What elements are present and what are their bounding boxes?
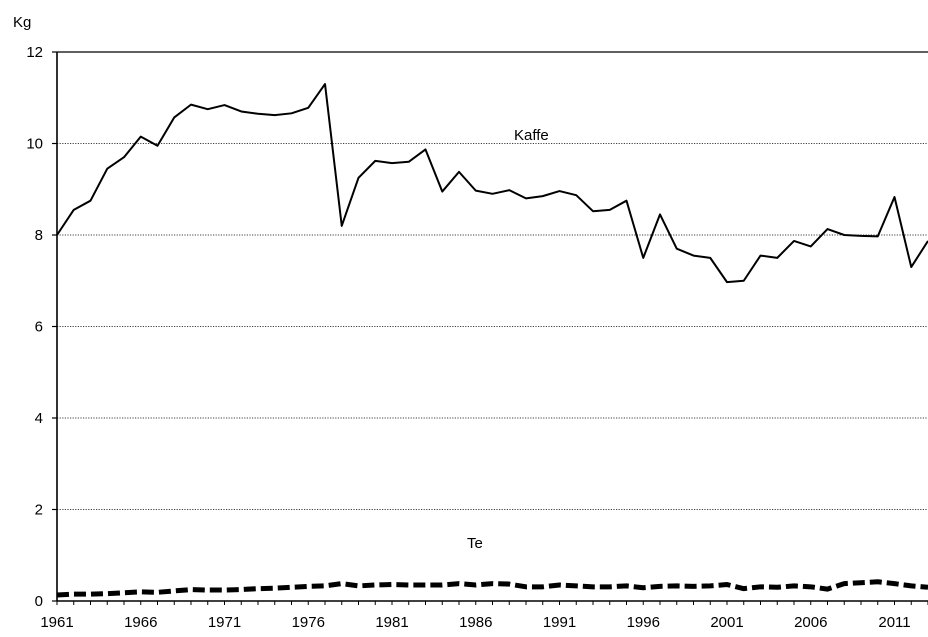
x-tick-label-1996: 1996 xyxy=(627,614,660,631)
y-tick-label-12: 12 xyxy=(26,44,43,61)
x-tick-label-2011: 2011 xyxy=(878,614,910,631)
x-tick-label-2006: 2006 xyxy=(794,614,827,631)
gridlines xyxy=(57,51,928,510)
y-tick-labels: 0 2 4 6 8 10 12 xyxy=(26,44,57,610)
y-tick-label-6: 6 xyxy=(35,319,43,336)
y-tick-label-10: 10 xyxy=(26,136,43,153)
x-tick-label-1991: 1991 xyxy=(543,614,576,631)
series-line-kaffe xyxy=(56,83,928,284)
series-label-kaffe: Kaffe xyxy=(514,127,549,144)
x-tick-label-1976: 1976 xyxy=(292,614,325,631)
y-axis-unit-label: Kg xyxy=(13,14,31,31)
y-tick-label-0: 0 xyxy=(35,593,43,610)
x-tick-label-1961: 1961 xyxy=(40,614,73,631)
x-tick-label-1966: 1966 xyxy=(124,614,157,631)
y-tick-label-8: 8 xyxy=(35,227,43,244)
series-label-te: Te xyxy=(467,535,483,552)
x-tick-label-2001: 2001 xyxy=(710,614,743,631)
x-tick-label-1971: 1971 xyxy=(208,614,241,631)
series-lines xyxy=(56,83,928,598)
x-tick-label-1986: 1986 xyxy=(459,614,492,631)
series-line-te xyxy=(56,579,928,598)
y-tick-label-2: 2 xyxy=(35,502,43,519)
y-tick-label-4: 4 xyxy=(35,410,43,427)
x-tick-labels: 1961 1966 1971 1976 1981 1986 1991 1996 2001 2006… xyxy=(40,601,928,631)
x-tick-label-1981: 1981 xyxy=(375,614,408,631)
